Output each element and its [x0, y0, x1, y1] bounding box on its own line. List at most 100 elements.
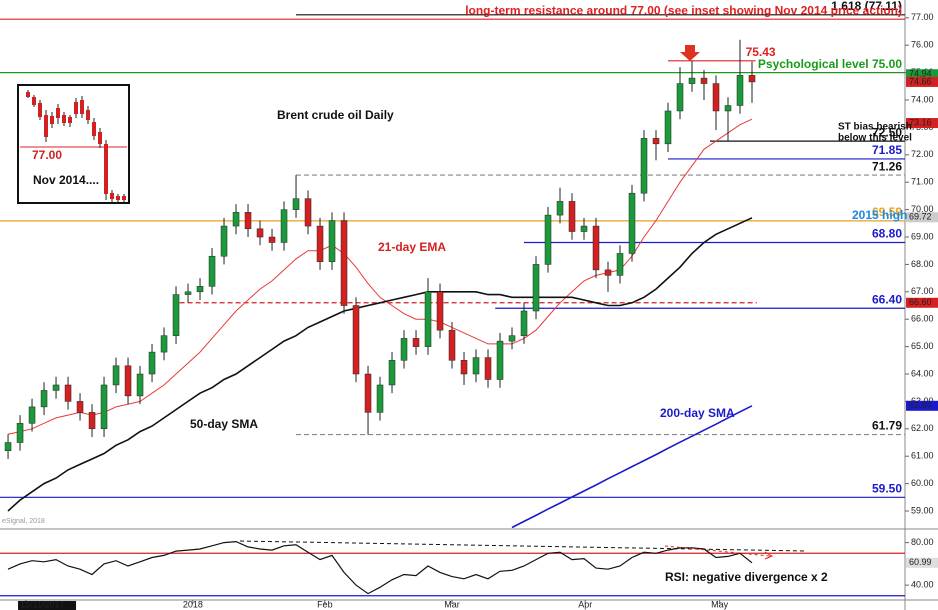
- candle-body: [472, 357, 480, 375]
- y-tick-label: 59.00: [911, 505, 934, 515]
- price-tag-label: 66.60: [909, 297, 932, 307]
- rsi-line: [7, 540, 753, 595]
- candle-body: [688, 77, 696, 84]
- candle-body: [124, 365, 132, 397]
- candle-body: [172, 294, 180, 336]
- ma-line: [7, 118, 753, 435]
- y-tick-label: 70.00: [911, 204, 934, 214]
- arrow: [680, 45, 700, 61]
- candle-body: [448, 329, 456, 361]
- y-tick-label: 72.00: [911, 149, 934, 159]
- candle-body: [544, 214, 552, 265]
- candle-body: [592, 225, 600, 271]
- ema-label: 21-day EMA: [378, 240, 446, 254]
- candle-body: [28, 406, 36, 424]
- candle-body: [304, 198, 312, 227]
- y-tick-label: 76.00: [911, 40, 934, 50]
- inset: 77.00 Nov 2014....: [17, 84, 130, 204]
- level-label: 75.43: [746, 45, 776, 59]
- candle-body: [136, 373, 144, 397]
- x-tick-label: May: [711, 599, 729, 609]
- candle-body: [424, 291, 432, 347]
- rsi-tag-label: 60.99: [909, 557, 932, 567]
- y-tick-label: 74.00: [911, 94, 934, 104]
- candle-body: [4, 442, 12, 451]
- high-2015-label: 2015 high: [852, 208, 907, 222]
- price-tag: [906, 297, 938, 308]
- candle-body: [268, 236, 276, 243]
- y-tick-label: 69.00: [911, 231, 934, 241]
- candle-body: [256, 228, 264, 238]
- level-label: 66.40: [872, 292, 902, 306]
- price-tag: [906, 118, 938, 129]
- price-tag: [906, 69, 938, 80]
- rsi-tick-label: 40.00: [911, 580, 934, 590]
- x-tick-box: [18, 601, 77, 610]
- candle-body: [568, 201, 576, 232]
- candle-body: [640, 138, 648, 194]
- level-label: 71.85: [872, 143, 902, 157]
- candle-body: [436, 291, 444, 331]
- candle-body: [148, 351, 156, 375]
- candle-body: [388, 360, 396, 386]
- candle-body: [220, 225, 228, 257]
- level-label: Psychological level 75.00: [758, 57, 902, 71]
- candle-body: [328, 220, 336, 262]
- sma200-label: 200-day SMA: [660, 406, 735, 420]
- y-tick-label: 68.00: [911, 259, 934, 269]
- x-tick-label: Apr: [578, 599, 592, 609]
- inset-level-label: 77.00: [32, 148, 62, 162]
- y-tick-label: 66.00: [911, 314, 934, 324]
- y-tick-label: 67.00: [911, 286, 934, 296]
- candle-body: [616, 253, 624, 276]
- level-label: 59.50: [872, 481, 902, 495]
- y-tick-label: 62.00: [911, 423, 934, 433]
- rsi-tick-label: 80.00: [911, 537, 934, 547]
- price-tag: [906, 76, 938, 87]
- inset-note: Nov 2014....: [33, 173, 99, 187]
- candle-body: [376, 384, 384, 413]
- source: eSignal, 2018: [2, 518, 45, 525]
- price-tag-label: 74.94: [909, 69, 932, 79]
- y-tick-label: 77.00: [911, 12, 934, 22]
- ma-line: [7, 217, 753, 512]
- ma-line: [511, 405, 753, 529]
- candle-body: [244, 212, 252, 230]
- candle-body: [712, 83, 720, 112]
- candle-body: [508, 335, 516, 342]
- level-label: long-term resistance around 77.00 (see i…: [465, 3, 902, 17]
- inset-candles: [26, 92, 126, 200]
- candle-body: [364, 373, 372, 413]
- candle-body: [604, 269, 612, 276]
- candle-body: [40, 390, 48, 408]
- candle-body: [532, 264, 540, 312]
- candle-body: [700, 77, 708, 84]
- y-tick-label: 60.00: [911, 478, 934, 488]
- candle-body: [112, 365, 120, 386]
- level-label: 71.26: [872, 159, 902, 173]
- candle-body: [676, 83, 684, 112]
- candle-body: [316, 225, 324, 262]
- chart-title: Brent crude oil Daily: [277, 108, 394, 122]
- candle-body: [280, 209, 288, 243]
- divergence-line: [239, 540, 806, 552]
- candle-body: [208, 255, 216, 287]
- candle-body: [16, 423, 24, 443]
- candle-body: [340, 220, 348, 306]
- y-tick-label: 61.00: [911, 451, 934, 461]
- candle-body: [496, 340, 504, 380]
- candle-body: [664, 110, 672, 145]
- candle-body: [556, 201, 564, 216]
- price-tag-label: 74.66: [909, 76, 932, 86]
- price-tag-label: 69.72: [909, 212, 932, 222]
- x-tick-label: 2018: [183, 599, 203, 609]
- candle-body: [100, 384, 108, 430]
- level-label: 69.59: [872, 205, 902, 219]
- candle-body: [460, 360, 468, 375]
- candle-body: [292, 198, 300, 210]
- price-tag: [906, 400, 938, 411]
- candle-body: [520, 310, 528, 336]
- y-tick-label: 64.00: [911, 368, 934, 378]
